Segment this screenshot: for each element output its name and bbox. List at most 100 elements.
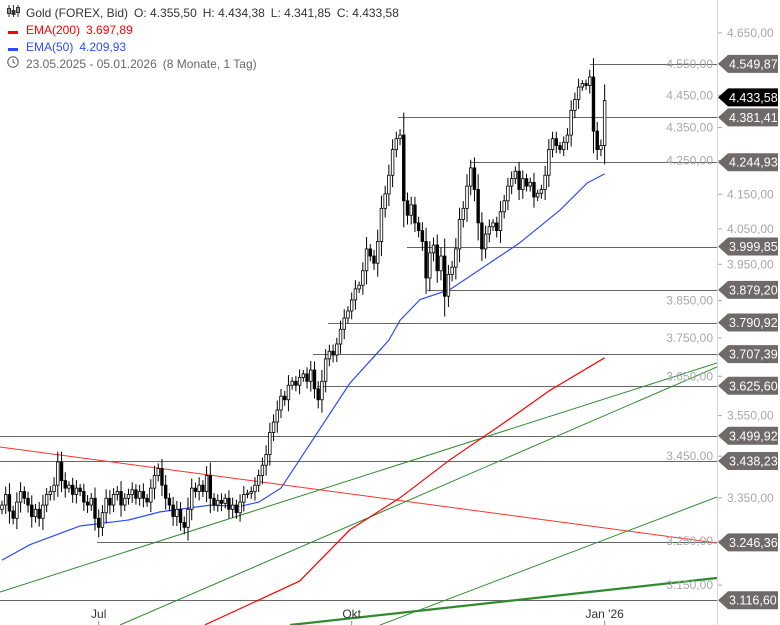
- candle: [498, 200, 503, 243]
- candle-body-down: [119, 491, 123, 506]
- candle-body-up: [562, 141, 566, 150]
- candle: [331, 344, 335, 363]
- candle-body-down: [212, 497, 216, 506]
- candle-body-up: [279, 395, 283, 411]
- level-price-tag: 4.244,93: [718, 153, 778, 172]
- price-tag-label: 3.707,39: [729, 348, 778, 362]
- candle: [502, 194, 506, 219]
- candle-body-down: [234, 504, 239, 514]
- candle-body-up: [320, 380, 324, 401]
- candle: [186, 497, 190, 541]
- candle: [26, 491, 30, 513]
- candle: [11, 505, 15, 525]
- candle-body-up: [44, 494, 49, 506]
- candle: [357, 281, 361, 294]
- candle: [89, 493, 93, 511]
- candle-body-down: [416, 222, 421, 231]
- candle-body-up: [550, 138, 555, 150]
- price-tag-label: 4.549,87: [729, 57, 778, 71]
- candle-body-up: [149, 487, 153, 503]
- candle: [219, 493, 224, 512]
- candle: [547, 139, 551, 188]
- candle-body-up: [338, 328, 343, 345]
- y-tick-label: 4.250,00: [666, 154, 713, 168]
- candle-body-up: [487, 226, 492, 235]
- candle-body-up: [428, 252, 432, 279]
- candle: [539, 184, 544, 199]
- candle-body-up: [271, 421, 276, 433]
- candle: [476, 174, 480, 241]
- candle: [353, 280, 358, 310]
- candle-body-up: [576, 86, 581, 100]
- candle: [178, 502, 183, 531]
- candle-body-up: [450, 266, 454, 275]
- candle-body-down: [420, 230, 425, 242]
- candle: [599, 139, 603, 157]
- candle: [111, 488, 116, 513]
- ema200-value: 3.697,89: [86, 23, 133, 37]
- ema50-swatch-icon: [6, 39, 20, 56]
- price-tag-shape: [718, 591, 778, 610]
- candle-body-up: [509, 178, 514, 187]
- candle-body-up: [197, 484, 201, 492]
- candle: [558, 141, 562, 154]
- candle-body-down: [413, 204, 417, 224]
- candle-body-down: [294, 380, 298, 386]
- candle-body-up: [297, 377, 302, 386]
- candle-body-up: [130, 489, 134, 495]
- level-price-tag: 3.625,60: [718, 376, 778, 395]
- level-price-tag: 3.246,36: [718, 533, 778, 552]
- y-tick-label: 4.450,00: [666, 88, 713, 102]
- ema200-swatch-icon: [6, 22, 20, 39]
- candle: [7, 483, 12, 524]
- candle-body-up: [268, 432, 272, 455]
- candle: [416, 216, 421, 238]
- candle: [245, 489, 250, 499]
- candle: [480, 212, 484, 262]
- candle-body-down: [134, 489, 138, 499]
- candle-body-up: [394, 138, 399, 150]
- candle: [483, 225, 488, 259]
- price-tag-shape: [718, 345, 778, 364]
- price-tag-label: 4.381,41: [729, 111, 778, 125]
- candle-body-up: [565, 134, 570, 143]
- candle: [413, 196, 417, 233]
- candle: [37, 501, 41, 527]
- candle-body-up: [290, 380, 294, 386]
- candle: [316, 381, 320, 409]
- candle-body-up: [398, 134, 402, 140]
- high-value: H: 4.434,38: [202, 6, 265, 20]
- y-tick-label: 3.650,00: [666, 369, 713, 383]
- candle-body-up: [383, 193, 387, 209]
- candle: [368, 244, 372, 262]
- candle: [230, 497, 235, 518]
- candle-body-down: [584, 83, 588, 86]
- y-tick-label: 4.150,00: [727, 187, 774, 201]
- candle-body-up: [602, 100, 607, 146]
- candle: [104, 489, 108, 523]
- candle-body-up: [260, 464, 265, 476]
- price-tag-label: 4.433,58: [729, 91, 778, 105]
- candle-body-up: [190, 487, 194, 510]
- price-tag-shape: [718, 108, 778, 127]
- instrument-name: Gold (FOREX, Bid): [26, 6, 129, 20]
- candle: [216, 494, 220, 512]
- candle: [431, 237, 436, 262]
- candle-body-up: [588, 76, 592, 86]
- candle: [364, 237, 369, 285]
- candle-body-down: [219, 499, 224, 504]
- candle: [424, 227, 428, 294]
- candle: [491, 219, 495, 231]
- candle-body-down: [37, 508, 41, 519]
- candle-body-up: [123, 497, 127, 506]
- level-price-tag: 3.790,92: [718, 313, 778, 332]
- candle-body-up: [498, 211, 503, 231]
- candle: [223, 493, 227, 509]
- candle-body-up: [539, 189, 544, 194]
- candle-body-up: [446, 273, 451, 297]
- candle-body-up: [0, 504, 4, 510]
- chart-legend: Gold (FOREX, Bid) O: 4.355,50 H: 4.434,3…: [6, 5, 399, 73]
- candle: [41, 494, 45, 530]
- candle-body-up: [357, 284, 361, 290]
